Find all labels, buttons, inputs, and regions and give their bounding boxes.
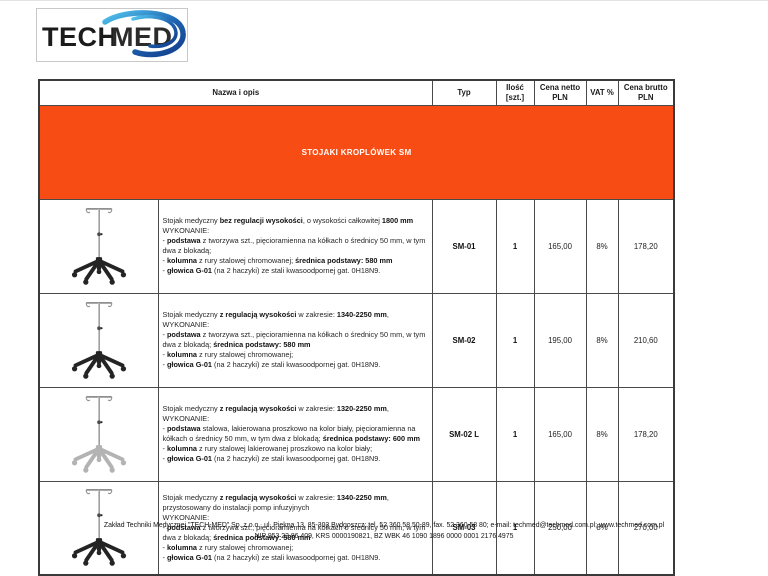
- logo-swirl-icon: [102, 10, 186, 58]
- product-description: Stojak medyczny z regulacją wysokości w …: [157, 292, 433, 388]
- product-gross-price: 210,60: [617, 292, 675, 388]
- product-net-price: 165,00: [533, 386, 587, 482]
- product-quantity: 1: [495, 198, 535, 294]
- footer-address-line: Zakład Techniki Medycznej "TECH-MED" Sp.…: [103, 522, 665, 529]
- header-quantity: Ilość [szt.]: [495, 79, 535, 106]
- product-vat: 8%: [585, 386, 619, 482]
- page-footer: Zakład Techniki Medycznej "TECH-MED" Sp.…: [0, 520, 768, 542]
- logo-text-tech: TECH: [42, 22, 118, 52]
- table-row: Stojak medyczny z regulacją wysokości w …: [38, 292, 675, 388]
- product-quantity: 1: [495, 386, 535, 482]
- logo-text-med: MED: [111, 22, 173, 52]
- product-description: Stojak medyczny z regulacją wysokości w …: [157, 386, 433, 482]
- product-gross-price: 178,20: [617, 198, 675, 294]
- product-image-cell: [38, 292, 159, 388]
- company-logo: TECH MED: [36, 8, 188, 62]
- product-type: SM-02: [431, 292, 497, 388]
- header-gross-price: Cena brutto PLN: [617, 79, 675, 106]
- product-image-cell: [38, 386, 159, 482]
- header-type: Typ: [431, 79, 497, 106]
- table-row: Stojak medyczny bez regulacji wysokości,…: [38, 198, 675, 294]
- section-band-row: STOJAKI KROPLÓWEK SM: [38, 104, 675, 200]
- price-table: Nazwa i opis Typ Ilość [szt.] Cena netto…: [38, 79, 676, 576]
- iv-stand-black-base: [71, 301, 126, 379]
- product-gross-price: 178,20: [617, 386, 675, 482]
- product-quantity: 1: [495, 292, 535, 388]
- iv-stand-white-base: [71, 395, 126, 473]
- iv-stand-black-base: [71, 207, 126, 285]
- table-header-row: Nazwa i opis Typ Ilość [szt.] Cena netto…: [38, 79, 675, 106]
- product-image-cell: [38, 198, 159, 294]
- product-net-price: 195,00: [533, 292, 587, 388]
- product-vat: 8%: [585, 292, 619, 388]
- header-name: Nazwa i opis: [38, 79, 433, 106]
- footer-registration-line: NIP 953 22 86 409, KRS 0000190821, BZ WB…: [254, 533, 514, 540]
- header-net-price: Cena netto PLN: [533, 79, 587, 106]
- table-row: Stojak medyczny z regulacją wysokości w …: [38, 386, 675, 482]
- product-rows: Stojak medyczny bez regulacji wysokości,…: [38, 198, 675, 576]
- techmed-logo-graphic: TECH MED: [42, 10, 186, 58]
- product-type: SM-02 L: [431, 386, 497, 482]
- product-description: Stojak medyczny bez regulacji wysokości,…: [157, 198, 433, 294]
- header-vat: VAT %: [585, 79, 619, 106]
- section-title: STOJAKI KROPLÓWEK SM: [38, 104, 675, 200]
- product-vat: 8%: [585, 198, 619, 294]
- product-type: SM-01: [431, 198, 497, 294]
- product-net-price: 165,00: [533, 198, 587, 294]
